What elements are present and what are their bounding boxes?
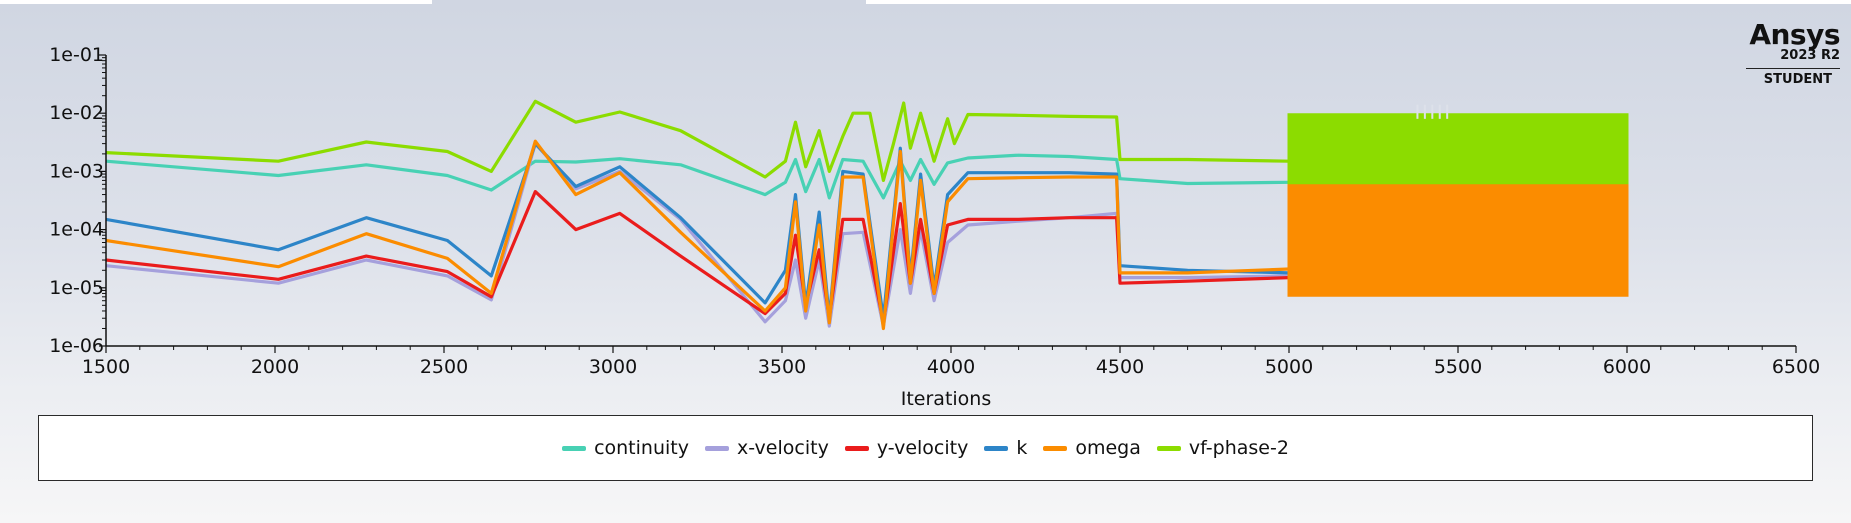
- residuals-chart: 1500 2000 2500 3000 3500 4000 4500 5000 5500 6000…: [49, 44, 1820, 410]
- legend-item-y-velocity: y-velocity: [844, 437, 969, 459]
- plot-area: [106, 99, 1629, 331]
- legend-item-vf-phase-2: vf-phase-2: [1156, 437, 1289, 459]
- top-strip-left: [0, 0, 432, 4]
- legend-label: vf-phase-2: [1188, 437, 1289, 459]
- legend-item-continuity: continuity: [562, 437, 689, 459]
- legend-swatch: [1043, 445, 1068, 451]
- x-tick-label: 3000: [589, 356, 637, 378]
- legend-swatch: [844, 445, 869, 451]
- y-tick-label: 1e-02: [49, 102, 104, 124]
- x-axis-label: Iterations: [901, 388, 992, 410]
- legend-swatch: [704, 445, 729, 451]
- series-band-vf-phase-2: [1287, 113, 1629, 185]
- legend-item-x-velocity: x-velocity: [704, 437, 829, 459]
- series-line-omega: [106, 139, 1290, 331]
- logo-name: Ansys: [1749, 18, 1840, 51]
- legend-swatch: [562, 445, 587, 451]
- legend-item-k: k: [984, 437, 1027, 459]
- legend-item-omega: omega: [1043, 437, 1141, 459]
- series-band-omega: [1287, 166, 1629, 297]
- x-tick-label: 4500: [1096, 356, 1144, 378]
- x-tick-label: 2000: [251, 356, 299, 378]
- x-tick-label: 3500: [758, 356, 806, 378]
- legend-swatch: [984, 445, 1009, 451]
- y-tick-label: 1e-01: [49, 44, 104, 66]
- top-strip-right: [866, 0, 1851, 4]
- y-tick-label: 1e-03: [49, 160, 104, 182]
- y-tick-label: 1e-06: [49, 335, 104, 357]
- x-tick-label: 6500: [1772, 356, 1820, 378]
- x-tick-label: 5500: [1434, 356, 1482, 378]
- legend-label: continuity: [594, 437, 689, 459]
- legend-label: omega: [1075, 437, 1141, 459]
- logo-divider: [1746, 68, 1840, 69]
- logo-edition: STUDENT: [1763, 72, 1832, 87]
- logo-version: 2023 R2: [1780, 48, 1840, 63]
- legend-label: k: [1016, 437, 1028, 459]
- x-tick-label: 5000: [1265, 356, 1313, 378]
- x-tick-label: 6000: [1603, 356, 1651, 378]
- x-tick-label: 4000: [927, 356, 975, 378]
- x-tick-label: 2500: [420, 356, 468, 378]
- legend-swatch: [1156, 445, 1181, 451]
- y-tick-label: 1e-04: [49, 219, 104, 241]
- axes: 1500 2000 2500 3000 3500 4000 4500 5000 5500 6000…: [49, 44, 1820, 378]
- legend-label: y-velocity: [876, 437, 969, 459]
- chart-legend: continuity x-velocity y-velocity k omega vf-p…: [38, 415, 1813, 481]
- x-tick-label: 1500: [82, 356, 130, 378]
- series-line-vf-phase-2: [106, 99, 1290, 182]
- y-tick-label: 1e-05: [49, 277, 104, 299]
- ansys-logo: Ansys 2023 R2 STUDENT: [1740, 18, 1841, 87]
- legend-label: x-velocity: [736, 437, 829, 459]
- series-line-y-velocity: [106, 190, 1290, 325]
